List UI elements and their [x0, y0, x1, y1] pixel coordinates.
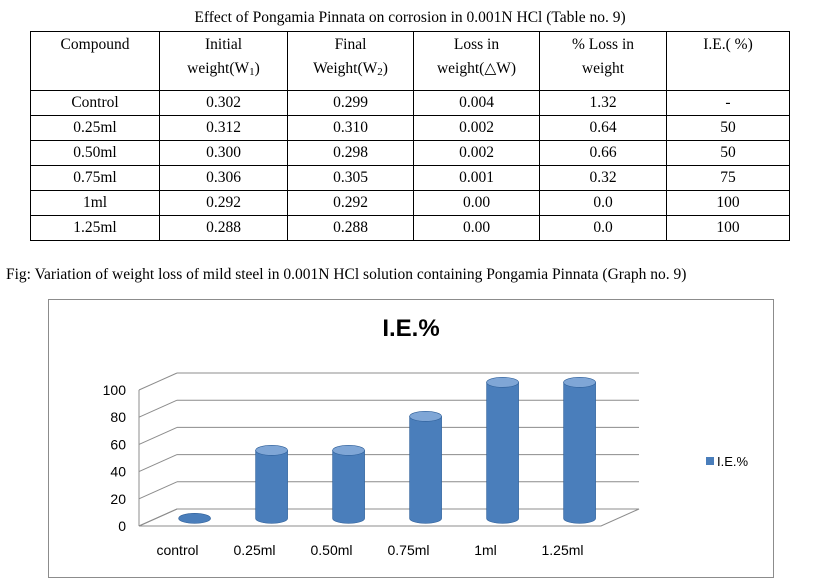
cell-loss: 0.002: [413, 115, 540, 141]
bar: [563, 382, 596, 524]
header-compound: Compound: [30, 31, 160, 91]
cell-final-weight: 0.310: [287, 115, 414, 141]
header-loss-in-weight: Loss in weight(△W): [413, 31, 540, 91]
bar-top: [486, 377, 519, 388]
cell-percent-loss: 0.0: [539, 215, 667, 241]
cell-compound: 1.25ml: [30, 215, 160, 241]
cell-compound: 0.75ml: [30, 165, 160, 191]
cell-initial-weight: 0.292: [159, 190, 288, 216]
cell-percent-loss: 0.0: [539, 190, 667, 216]
gridline-depth: [138, 481, 178, 500]
table-row: 1ml 0.292 0.292 0.00 0.0 100: [30, 190, 790, 216]
header-final-weight: Final Weight(W2): [287, 31, 414, 91]
cell-final-weight: 0.299: [287, 90, 414, 116]
bar-top: [563, 377, 596, 388]
x-tick-label: control: [156, 542, 198, 558]
bar: [486, 382, 519, 524]
bar: [332, 450, 365, 524]
cell-loss: 0.001: [413, 165, 540, 191]
cell-final-weight: 0.292: [287, 190, 414, 216]
cell-final-weight: 0.298: [287, 140, 414, 166]
bar-top: [255, 445, 288, 456]
cell-ie: 50: [666, 115, 790, 141]
header-initial-weight: Initial weight(W1): [159, 31, 288, 91]
cell-compound: 0.25ml: [30, 115, 160, 141]
figure-caption: Fig: Variation of weight loss of mild st…: [6, 266, 687, 283]
x-tick-label: 0.50ml: [310, 542, 352, 558]
y-tick-label: 100: [103, 382, 127, 398]
cell-ie: -: [666, 90, 790, 116]
cell-ie: 100: [666, 215, 790, 241]
cell-percent-loss: 0.64: [539, 115, 667, 141]
cell-loss: 0.00: [413, 190, 540, 216]
cell-compound: 0.50ml: [30, 140, 160, 166]
bar-top: [178, 513, 211, 524]
table-row: Control 0.302 0.299 0.004 1.32 -: [30, 90, 790, 116]
cell-percent-loss: 0.32: [539, 165, 667, 191]
table-row: 0.75ml 0.306 0.305 0.001 0.32 75: [30, 165, 790, 191]
gridline-depth: [138, 372, 178, 391]
x-tick-label: 1ml: [474, 542, 497, 558]
cell-initial-weight: 0.302: [159, 90, 288, 116]
cell-ie: 100: [666, 190, 790, 216]
bar-top: [332, 445, 365, 456]
cell-loss: 0.00: [413, 215, 540, 241]
cell-compound: 1ml: [30, 190, 160, 216]
x-tick-label: 1.25ml: [541, 542, 583, 558]
legend-label: I.E.%: [717, 454, 749, 469]
cell-final-weight: 0.305: [287, 165, 414, 191]
cell-initial-weight: 0.306: [159, 165, 288, 191]
y-tick-label: 40: [110, 464, 126, 480]
cell-final-weight: 0.288: [287, 215, 414, 241]
header-percent-loss: % Loss in weight: [539, 31, 667, 91]
cell-loss: 0.004: [413, 90, 540, 116]
corrosion-table: Compound Initial weight(W1) Final Weight(W…: [30, 31, 790, 241]
table-row: 0.25ml 0.312 0.310 0.002 0.64 50: [30, 115, 790, 141]
cell-ie: 75: [666, 165, 790, 191]
y-tick-label: 20: [110, 491, 126, 507]
ie-bar-chart: I.E.% 0 20 40 60 80 100 control 0.25ml 0.50ml 0.75…: [103, 315, 749, 558]
cell-percent-loss: 0.66: [539, 140, 667, 166]
x-tick-label: 0.25ml: [233, 542, 275, 558]
x-tick-label: 0.75ml: [387, 542, 429, 558]
chart-title: I.E.%: [382, 315, 439, 342]
y-tick-label: 80: [110, 409, 126, 425]
cell-initial-weight: 0.300: [159, 140, 288, 166]
gridline-depth: [138, 454, 178, 473]
gridline-depth: [138, 399, 178, 418]
y-tick-label: 0: [118, 518, 126, 534]
bar: [255, 450, 288, 524]
y-tick-label: 60: [110, 436, 126, 452]
gridline-depth: [138, 426, 178, 445]
cell-initial-weight: 0.288: [159, 215, 288, 241]
cell-loss: 0.002: [413, 140, 540, 166]
header-ie: I.E.( %): [666, 31, 790, 91]
cell-ie: 50: [666, 140, 790, 166]
chart-floor: [138, 508, 640, 527]
legend-swatch: [706, 457, 714, 465]
bar-top: [409, 411, 442, 422]
bar: [409, 416, 442, 524]
cell-compound: Control: [30, 90, 160, 116]
table-row: 1.25ml 0.288 0.288 0.00 0.0 100: [30, 215, 790, 241]
table-caption: Effect of Pongamia Pinnata on corrosion …: [194, 9, 626, 26]
chart-frame: I.E.% 0 20 40 60 80 100 control 0.25ml 0.50ml 0.75…: [48, 299, 774, 578]
table-header-row: Compound Initial weight(W1) Final Weight(W…: [30, 31, 790, 91]
cell-percent-loss: 1.32: [539, 90, 667, 116]
table-row: 0.50ml 0.300 0.298 0.002 0.66 50: [30, 140, 790, 166]
cell-initial-weight: 0.312: [159, 115, 288, 141]
